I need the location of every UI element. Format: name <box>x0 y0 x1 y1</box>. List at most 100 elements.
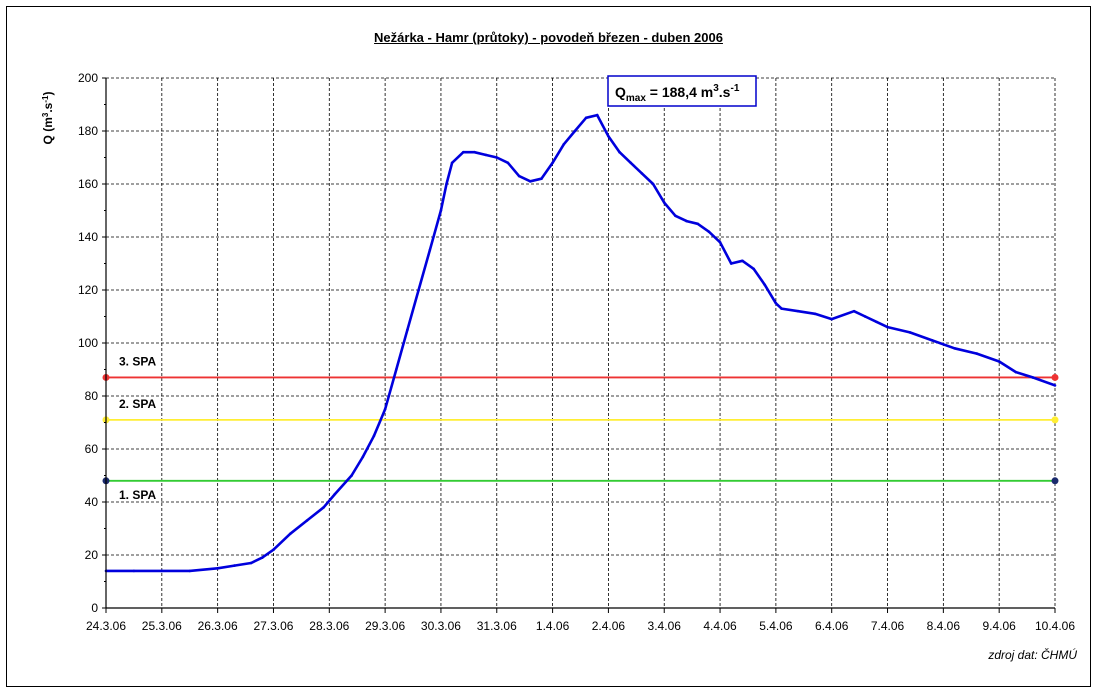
series-point <box>450 161 454 165</box>
reference-marker <box>1051 373 1059 381</box>
series-point <box>322 506 326 509</box>
series-point <box>997 360 1001 363</box>
series-point <box>445 182 448 186</box>
series-point <box>852 309 856 313</box>
series-point <box>763 283 767 287</box>
y-tick-label: 180 <box>78 124 98 138</box>
series-point <box>618 150 621 154</box>
series-point <box>528 180 532 183</box>
x-tick-label: 25.3.06 <box>142 619 182 633</box>
series-point <box>188 569 192 573</box>
x-tick-label: 29.3.06 <box>365 619 405 633</box>
series-point <box>696 222 700 226</box>
series-point <box>718 241 722 244</box>
x-tick-label: 30.3.06 <box>421 619 461 633</box>
reference-marker <box>1051 477 1059 485</box>
series-point <box>930 339 934 342</box>
series-point <box>830 317 834 321</box>
series-point <box>261 556 264 559</box>
series-point <box>233 564 236 567</box>
series-point <box>813 312 817 316</box>
series-point <box>517 174 521 178</box>
series-point <box>863 315 867 318</box>
x-tick-label: 9.4.06 <box>982 619 1016 633</box>
reference-label-2: 2. SPA <box>119 397 156 411</box>
series-point <box>417 288 420 292</box>
chart-title: Nežárka - Hamr (průtoky) - povodeň březe… <box>374 30 723 45</box>
series-point <box>975 352 979 355</box>
x-tick-label: 4.4.06 <box>703 619 737 633</box>
x-tick-label: 31.3.06 <box>477 619 517 633</box>
x-tick-label: 1.4.06 <box>536 619 570 633</box>
x-tick-label: 28.3.06 <box>309 619 349 633</box>
series-point <box>640 172 644 175</box>
y-tick-label: 120 <box>78 283 98 297</box>
series-point <box>729 262 733 265</box>
x-tick-label: 24.3.06 <box>86 619 126 633</box>
x-tick-label: 7.4.06 <box>871 619 905 633</box>
reference-label-3: 3. SPA <box>119 354 156 368</box>
series-point <box>685 219 688 223</box>
series-point <box>428 248 432 252</box>
series-point <box>551 161 554 165</box>
x-tick-label: 26.3.06 <box>198 619 238 633</box>
series-point <box>908 331 912 334</box>
y-tick-label: 140 <box>78 230 98 244</box>
series-point <box>288 532 292 536</box>
series-point <box>406 328 409 332</box>
y-tick-label: 40 <box>85 495 99 509</box>
series-point <box>216 566 219 570</box>
axes <box>102 77 1056 613</box>
series-point <box>394 368 398 371</box>
y-tick-label: 60 <box>85 442 99 456</box>
series-point <box>796 309 800 313</box>
chart-frame <box>6 6 1091 687</box>
series-point <box>1014 370 1018 374</box>
reference-lines: 1. SPA 2. SPA 3. SPA <box>102 354 1059 502</box>
data-source-note: zdroj dat: ČHMÚ <box>988 648 1077 662</box>
series-point <box>629 161 633 165</box>
series-point <box>540 177 543 180</box>
qmax-annotation-text: Qmax = 188,4 m3.s-1 <box>615 83 740 104</box>
grid <box>106 77 1056 608</box>
series-point <box>674 214 677 218</box>
series-point <box>249 561 253 565</box>
series-point <box>707 230 711 233</box>
x-tick-label: 8.4.06 <box>927 619 961 633</box>
y-tick-label: 20 <box>85 548 99 562</box>
series-point <box>662 201 666 204</box>
series-point <box>333 492 337 496</box>
series-point <box>439 209 443 212</box>
series-point <box>506 161 510 165</box>
y-tick-label: 0 <box>91 601 98 615</box>
x-tick-label: 5.4.06 <box>759 619 793 633</box>
qmax-annotation-box <box>607 75 757 107</box>
series-point <box>584 116 588 120</box>
series-point <box>875 320 878 324</box>
x-tick-label: 10.4.06 <box>1035 619 1075 633</box>
series-point <box>305 519 309 522</box>
series-point <box>1031 376 1034 379</box>
tick-labels: 0 20 40 60 80 100 120 140 160 180 200 24.3.06 25.3.0… <box>78 71 1075 633</box>
reference-marker <box>1051 416 1059 424</box>
series-point <box>752 267 755 271</box>
series-point <box>774 301 778 305</box>
series-point <box>383 407 387 411</box>
series-point <box>361 455 365 459</box>
series-point <box>573 129 577 133</box>
series-point <box>562 142 566 146</box>
y-tick-label: 160 <box>78 177 98 191</box>
x-tick-label: 27.3.06 <box>253 619 293 633</box>
y-tick-label: 100 <box>78 336 98 350</box>
series-point <box>780 307 783 310</box>
series-layer <box>104 113 1057 573</box>
series-point <box>651 182 655 186</box>
series-point <box>886 325 889 329</box>
y-axis-label: Q (m3.s-1) <box>41 92 56 145</box>
series-point <box>461 150 465 154</box>
x-tick-label: 6.4.06 <box>815 619 849 633</box>
series-point <box>160 569 164 573</box>
series-point <box>132 569 136 573</box>
series-point <box>495 156 499 159</box>
